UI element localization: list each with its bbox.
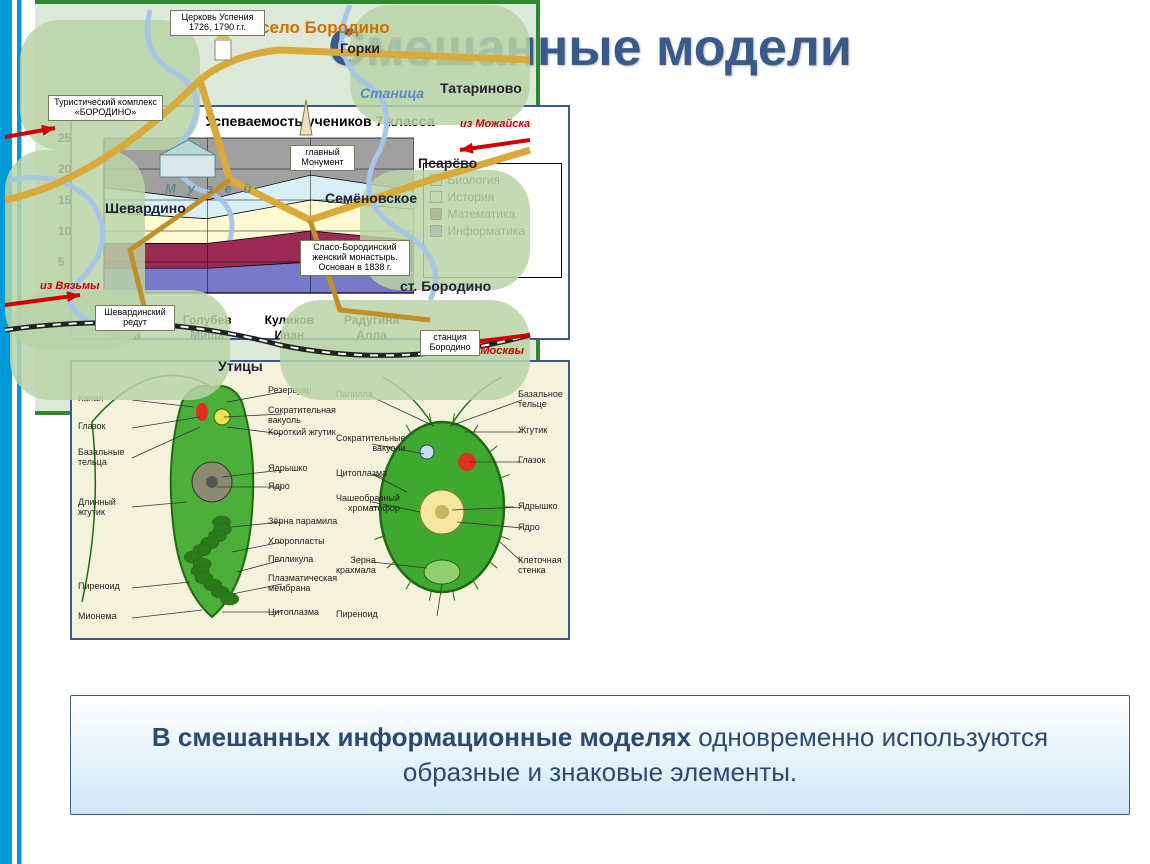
map-label: Татариново bbox=[440, 80, 522, 96]
bio-label: Чашеобразныйхроматофор bbox=[336, 494, 400, 514]
bio-label: Пиреноид bbox=[78, 582, 120, 592]
map-info-box: Шевардинскийредут bbox=[95, 305, 175, 331]
bio-label: Короткий жгутик bbox=[268, 428, 336, 438]
bio-label: Ядрышко bbox=[268, 464, 308, 474]
bio-label: Базальныетельца bbox=[78, 448, 124, 468]
bio-label: Цитоплазма bbox=[268, 608, 319, 618]
map-label: Шевардино bbox=[105, 200, 186, 216]
caption-box: В смешанных информационные моделях однов… bbox=[70, 695, 1130, 815]
bio-label: Сократительныевакуоли bbox=[336, 434, 406, 454]
bio-label: Клеточнаястенка bbox=[518, 556, 562, 576]
bio-label: Плазматическаямембрана bbox=[268, 574, 337, 594]
map-info-box: Туристический комплекс«БОРОДИНО» bbox=[48, 95, 163, 121]
map-label: Утицы bbox=[218, 358, 263, 374]
map-label: Псарёво bbox=[418, 155, 477, 171]
bio-label: Глазок bbox=[78, 422, 106, 432]
bio-label: Мионема bbox=[78, 612, 117, 622]
bio-label: Пиреноид bbox=[336, 610, 378, 620]
bio-label: Ядро bbox=[518, 523, 540, 533]
map-label: из Можайска bbox=[460, 118, 530, 130]
map-label: Семёновское bbox=[325, 190, 417, 206]
map-info-box: Церковь Успения1726, 1790 г.г. bbox=[170, 10, 265, 36]
bio-label: Цитоплазма bbox=[336, 469, 387, 479]
bio-label: Длинныйжгутик bbox=[78, 498, 116, 518]
map-info-box: Спасо-Бородинскийженский монастырь.Основ… bbox=[300, 240, 410, 276]
map-info-box: станцияБородино bbox=[420, 330, 480, 356]
caption-text: В смешанных информационные моделях однов… bbox=[101, 720, 1099, 790]
bio-label: Зёрна парамила bbox=[268, 517, 337, 527]
bio-label: Зернакрахмала bbox=[336, 556, 376, 576]
map-label: из Вязьмы bbox=[40, 280, 100, 292]
bio-label: Пелликула bbox=[268, 555, 313, 565]
bio-label: Ядрышко bbox=[518, 502, 558, 512]
map-label: ст. Бородино bbox=[400, 278, 491, 294]
map-label: Станица bbox=[360, 85, 424, 101]
bio-label: Сократительнаявакуоль bbox=[268, 406, 336, 426]
map-panel: село Бородино Горки Татариново Псарёво Семён… bbox=[0, 0, 540, 415]
bio-label: Ядро bbox=[268, 482, 290, 492]
map-label: село Бородино bbox=[260, 18, 390, 38]
bio-label: Хлоропласты bbox=[268, 537, 325, 547]
map-label: Горки bbox=[340, 40, 380, 56]
map-info-box: главныйМонумент bbox=[290, 145, 355, 171]
map-label: М у з е й bbox=[165, 180, 255, 196]
bio-label: Глазок bbox=[518, 456, 546, 466]
bio-label: Жгутик bbox=[518, 426, 547, 436]
